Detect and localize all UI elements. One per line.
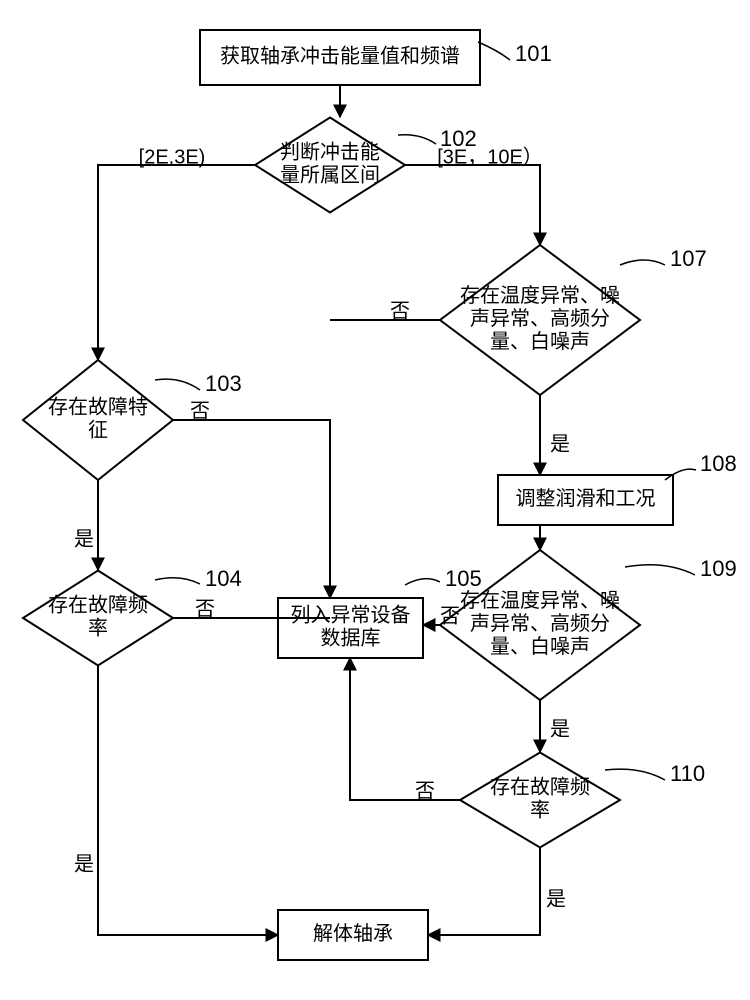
node-n109-label: 存在温度异常、噪声异常、高频分量、白噪声: [460, 589, 620, 658]
edge-e14: 是: [428, 847, 566, 935]
edge-e5-label: 否: [190, 400, 210, 422]
node-n108: 调整润滑和工况: [498, 475, 673, 525]
node-n107: 存在温度异常、噪声异常、高频分量、白噪声: [440, 245, 640, 395]
step-label-l110: 110: [670, 761, 705, 786]
leader-ld104: [155, 578, 200, 584]
leader-ld101: [478, 42, 510, 60]
edge-e12-label: 是: [550, 718, 570, 740]
edge-e11: 否: [423, 605, 460, 627]
node-n101-label: 获取轴承冲击能量值和频谱: [220, 45, 460, 68]
edge-e2: [2E,3E): [98, 146, 255, 360]
node-n104: 存在故障频率: [23, 571, 173, 666]
node-n108-label: 调整润滑和工况: [516, 487, 656, 510]
edge-e7: 是: [74, 665, 278, 935]
node-n103-label: 存在故障特征: [48, 396, 148, 442]
node-n110: 存在故障频率: [460, 753, 620, 848]
step-label-l107: 107: [670, 246, 707, 271]
edge-e13: 否: [350, 658, 460, 802]
edge-e4: 是: [74, 480, 98, 570]
edge-e5: 否: [173, 400, 330, 598]
node-n107-label: 存在温度异常、噪声异常、高频分量、白噪声: [460, 284, 620, 353]
node-n105-label: 列入异常设备数据库: [291, 604, 411, 650]
edge-e4-label: 是: [74, 528, 94, 550]
node-n104-label: 存在故障频率: [48, 594, 148, 640]
edge-e3: [3E，10E）: [405, 145, 543, 245]
step-label-l102: 102: [440, 126, 477, 151]
step-label-l105: 105: [445, 566, 482, 591]
leader-ld110: [605, 769, 665, 780]
edge-e12: 是: [540, 700, 570, 752]
step-label-l103: 103: [205, 371, 242, 396]
step-label-l108: 108: [700, 451, 737, 476]
edge-e14-label: 是: [546, 888, 566, 910]
edge-e13-label: 否: [415, 780, 435, 802]
node-n101: 获取轴承冲击能量值和频谱: [200, 30, 480, 85]
step-label-l101: 101: [515, 41, 552, 66]
node-n105: 列入异常设备数据库: [278, 598, 423, 658]
edge-e8-label: 否: [390, 300, 410, 322]
edge-e9: 是: [540, 395, 570, 475]
node-n103: 存在故障特征: [23, 360, 173, 480]
edge-e8: 否: [330, 300, 440, 322]
edge-e7-label: 是: [74, 853, 94, 875]
leader-ld109: [625, 565, 695, 575]
leader-ld107: [620, 260, 665, 265]
edge-e11-label: 否: [440, 605, 460, 627]
leader-ld103: [155, 379, 200, 390]
step-label-l109: 109: [700, 556, 737, 581]
node-n102: 判断冲击能量所属区间: [255, 118, 405, 213]
node-n102-label: 判断冲击能量所属区间: [280, 141, 380, 187]
node-n110-label: 存在故障频率: [490, 776, 590, 822]
edge-e6-label: 否: [195, 598, 215, 620]
node-n106-label: 解体轴承: [313, 922, 393, 945]
leader-ld102: [398, 135, 436, 144]
step-label-l104: 104: [205, 566, 242, 591]
edge-e2-label: [2E,3E): [139, 146, 206, 168]
leader-ld105: [405, 579, 440, 585]
node-n106: 解体轴承: [278, 910, 428, 960]
edge-e9-label: 是: [550, 433, 570, 455]
